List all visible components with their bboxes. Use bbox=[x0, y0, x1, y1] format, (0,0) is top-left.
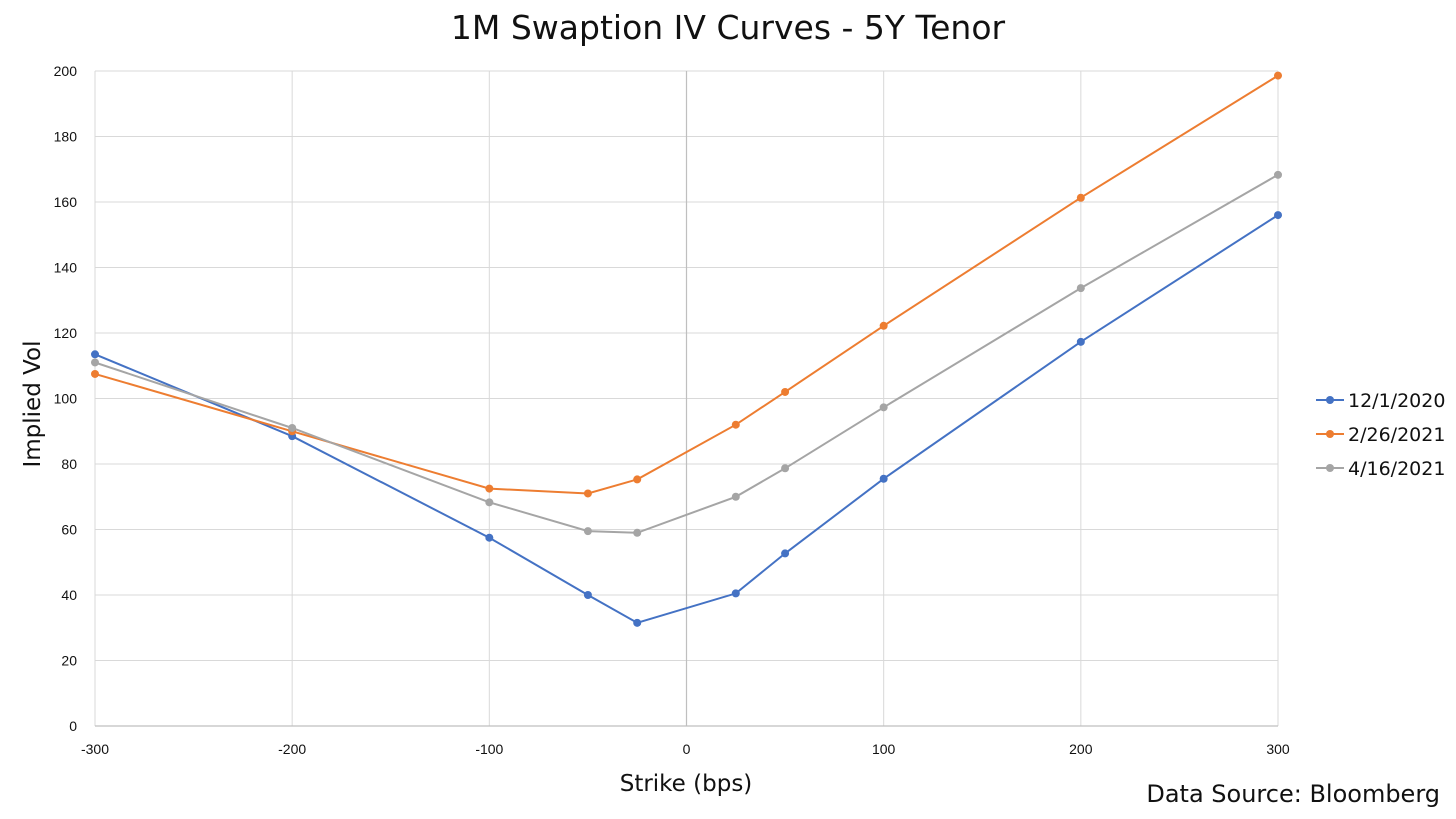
y-tick-label: 60 bbox=[61, 522, 77, 538]
data-point bbox=[781, 464, 790, 473]
data-point bbox=[583, 591, 592, 599]
series-line bbox=[94, 214, 1279, 624]
data-point bbox=[91, 358, 99, 367]
data-point bbox=[731, 492, 740, 501]
data-point bbox=[633, 618, 642, 627]
data-point bbox=[91, 369, 99, 378]
data-point bbox=[288, 423, 297, 432]
data-point bbox=[879, 474, 888, 483]
series-line bbox=[94, 173, 1279, 534]
x-tick-label: 100 bbox=[872, 741, 896, 757]
data-point bbox=[583, 527, 592, 536]
data-source-note: Data Source: Bloomberg bbox=[1146, 780, 1440, 808]
data-point bbox=[1274, 71, 1282, 80]
data-point bbox=[485, 498, 494, 507]
legend-marker bbox=[1326, 464, 1334, 472]
data-point bbox=[1076, 284, 1085, 293]
y-tick-label: 20 bbox=[61, 653, 77, 669]
data-point bbox=[633, 528, 642, 537]
y-tick-label: 200 bbox=[54, 63, 78, 79]
legend-marker bbox=[1326, 430, 1334, 438]
data-point bbox=[781, 549, 790, 558]
data-point bbox=[1274, 170, 1282, 179]
x-tick-label: 300 bbox=[1266, 741, 1290, 757]
series-lines bbox=[91, 71, 1282, 627]
series-line bbox=[94, 74, 1279, 495]
data-point bbox=[485, 533, 494, 542]
x-axis-label: Strike (bps) bbox=[620, 771, 753, 797]
legend: 12/1/2020 2/26/2021 4/16/2021 bbox=[1316, 390, 1445, 480]
y-tick-label: 80 bbox=[61, 456, 77, 472]
y-tick-label: 100 bbox=[54, 391, 78, 407]
y-tick-label: 160 bbox=[54, 194, 78, 210]
y-tick-label: 40 bbox=[61, 587, 77, 603]
chart-title: 1M Swaption IV Curves - 5Y Tenor bbox=[450, 8, 1006, 47]
legend-label: 2/26/2021 bbox=[1348, 424, 1445, 446]
y-tick-label: 180 bbox=[54, 129, 78, 145]
legend-marker bbox=[1326, 396, 1334, 404]
data-point bbox=[91, 350, 99, 359]
data-point bbox=[879, 321, 888, 330]
x-tick-label: 200 bbox=[1069, 741, 1093, 757]
data-point bbox=[583, 489, 592, 498]
axes: 0 20 40 60 80 100 120 140 160 180 200 -300 -200 -100 0… bbox=[54, 63, 1290, 757]
data-point bbox=[731, 589, 740, 598]
y-tick-label: 120 bbox=[54, 325, 78, 341]
data-point bbox=[731, 420, 740, 429]
x-tick-label: -300 bbox=[81, 741, 109, 757]
y-tick-label: 140 bbox=[54, 260, 78, 276]
y-axis-label: Implied Vol bbox=[20, 340, 46, 467]
x-tick-label: -100 bbox=[475, 741, 503, 757]
data-point bbox=[781, 387, 790, 396]
data-point bbox=[633, 475, 642, 484]
data-point bbox=[879, 403, 888, 412]
data-point bbox=[1076, 193, 1085, 202]
y-tick-label: 0 bbox=[69, 718, 77, 734]
data-point bbox=[1274, 211, 1282, 220]
x-tick-label: -200 bbox=[278, 741, 306, 757]
data-point bbox=[485, 484, 494, 493]
x-tick-label: 0 bbox=[683, 741, 691, 757]
legend-label: 12/1/2020 bbox=[1348, 390, 1445, 412]
legend-label: 4/16/2021 bbox=[1348, 458, 1445, 480]
data-point bbox=[1076, 337, 1085, 346]
